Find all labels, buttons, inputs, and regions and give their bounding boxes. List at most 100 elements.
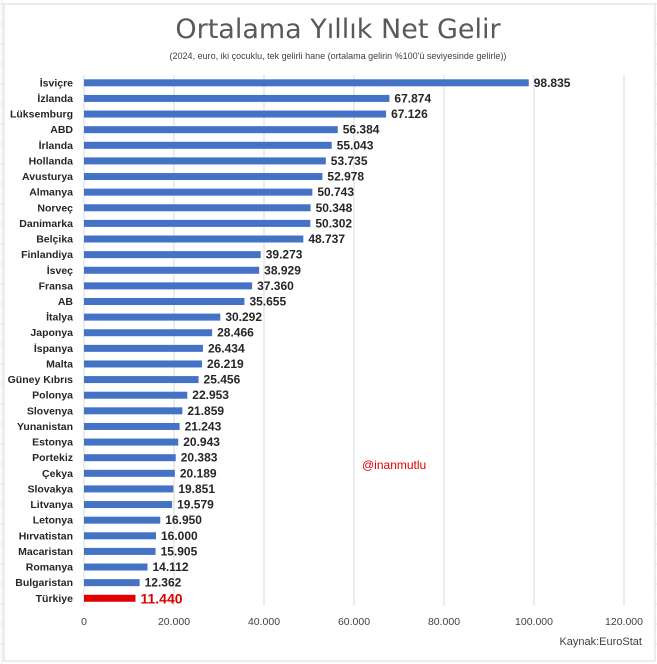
bar [84, 547, 156, 555]
x-tick-label: 80.000 [428, 616, 460, 628]
bar [84, 579, 140, 587]
value-label: 48.737 [308, 232, 345, 246]
category-label: İsveç [47, 264, 73, 277]
category-label: İspanya [34, 342, 73, 355]
bar [84, 79, 529, 87]
bar [84, 329, 213, 337]
category-label: İzlanda [37, 92, 73, 105]
value-label: 28.466 [217, 326, 254, 340]
value-label: 39.273 [266, 248, 303, 262]
x-tick-label: 60.000 [338, 616, 370, 628]
bar [84, 297, 245, 305]
category-label: Slovenya [27, 405, 73, 417]
bar [84, 469, 175, 477]
category-labels: İsviçre İzlanda Lüksemburg ABD İrlanda Hollan… [8, 76, 74, 604]
x-tick-label: 20.000 [158, 616, 190, 628]
bar [84, 516, 161, 524]
x-tick-label: 40.000 [248, 616, 280, 628]
category-label: İrlanda [39, 139, 74, 152]
x-tick-label: 100.000 [515, 616, 553, 628]
category-label: Hırvatistan [19, 530, 73, 542]
bar [84, 266, 260, 274]
value-label: 26.219 [207, 357, 244, 371]
bar [84, 438, 179, 446]
category-label: Litvanya [30, 499, 73, 511]
bar [84, 219, 311, 227]
value-label: 16.000 [161, 529, 198, 543]
bar [84, 376, 199, 384]
bar [84, 141, 332, 149]
category-label: Norveç [37, 202, 73, 214]
bar [84, 94, 390, 102]
bar [84, 173, 323, 181]
bar [84, 454, 176, 462]
source-note: Kaynak:EuroStat [559, 636, 642, 648]
category-label: Güney Kıbrıs [8, 374, 74, 386]
value-label: 98.835 [534, 76, 571, 90]
bar [84, 313, 221, 321]
value-label: 38.929 [264, 263, 301, 277]
value-label: 50.302 [315, 216, 352, 230]
value-label: 26.434 [208, 341, 245, 355]
category-label: Romanya [26, 562, 73, 574]
bar [84, 235, 304, 243]
bar [84, 501, 173, 509]
x-tick-label: 0 [81, 616, 87, 628]
category-label: Yunanistan [17, 421, 73, 433]
bar [84, 282, 253, 290]
value-label: 67.126 [391, 107, 428, 121]
bar [84, 360, 202, 368]
category-label: Almanya [29, 187, 73, 199]
value-label: 50.348 [316, 201, 353, 215]
category-label: Bulgaristan [15, 577, 73, 589]
category-label: Finlandiya [21, 249, 73, 261]
category-label: ABD [50, 124, 73, 136]
value-label: 67.874 [394, 91, 431, 105]
bar [84, 485, 174, 493]
bar [84, 188, 313, 196]
value-label: 12.362 [145, 576, 182, 590]
value-label: 35.655 [249, 294, 286, 308]
bar [84, 251, 261, 259]
value-label: 52.978 [327, 170, 364, 184]
value-label: 21.243 [185, 419, 222, 433]
value-label: 20.943 [183, 435, 220, 449]
category-label: Malta [46, 358, 73, 370]
value-label: 11.440 [140, 590, 182, 606]
chart-title: Ortalama Yıllık Net Gelir [175, 14, 501, 45]
bar [84, 391, 188, 399]
value-label: 21.859 [187, 404, 224, 418]
value-label: 16.950 [165, 513, 202, 527]
value-label: 14.112 [153, 560, 189, 574]
category-label: Japonya [30, 327, 73, 339]
chart-subtitle: (2024, euro, iki çocuklu, tek gelirli ha… [170, 51, 507, 61]
category-label: AB [58, 296, 74, 308]
bar [84, 126, 338, 134]
category-label: Estonya [32, 437, 73, 449]
bar [84, 157, 326, 165]
value-label: 50.743 [317, 185, 354, 199]
value-label: 20.383 [181, 451, 218, 465]
category-label: İtalya [46, 311, 73, 324]
bar [84, 594, 136, 602]
value-label: 19.579 [177, 498, 214, 512]
category-label: Belçika [36, 234, 73, 246]
category-label: Portekiz [32, 452, 73, 464]
bar [84, 204, 311, 212]
category-label: Lüksemburg [10, 109, 73, 121]
x-tick-label: 120.000 [605, 616, 643, 628]
category-label: Hollanda [29, 155, 73, 167]
category-label: Çekya [42, 468, 73, 480]
category-label: Avusturya [22, 171, 73, 183]
value-label: 20.189 [180, 466, 217, 480]
bar [84, 110, 387, 118]
value-label: 25.456 [204, 373, 241, 387]
bar [84, 344, 203, 352]
category-label: Danimarka [19, 218, 73, 230]
value-label: 15.905 [161, 544, 198, 558]
category-label: Macaristan [18, 546, 73, 558]
bar [84, 563, 148, 571]
category-label: İsviçre [40, 76, 73, 89]
